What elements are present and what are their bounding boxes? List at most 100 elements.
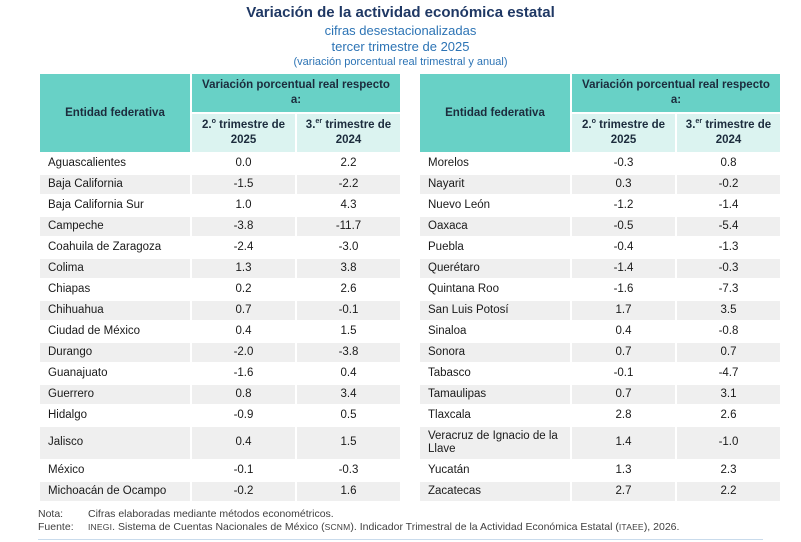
entity-cell: Tabasco [428,366,471,379]
entity-cell: Oaxaca [420,216,570,236]
nota-text: Cifras elaboradas mediante métodos econo… [88,507,334,520]
entity-cell: Coahuila de Zaragoza [48,240,162,253]
table-row: Guanajuato -1.6 0.4 [40,364,400,383]
table-row: México -0.1 -0.3 [40,461,400,480]
entity-cell: Nuevo León [428,198,491,211]
value-cell: -1.4 [718,198,739,211]
value-cell: -0.5 [572,216,675,236]
value-cell: -5.4 [677,216,780,236]
entity-cell: Yucatán [428,463,470,476]
entity-cell: Quintana Roo [428,282,499,295]
value-cell: -0.1 [233,463,254,476]
report-header: Variación de la actividad económica esta… [0,4,801,69]
entity-cell: Chiapas [48,282,91,295]
value-cell: 2.6 [340,282,357,295]
table-row: San Luis Potosí 1.7 3.5 [420,300,780,320]
q2-2025-column-header: 2.o trimestre de 2025 [572,113,675,152]
value-cell: -0.9 [233,408,254,421]
table-row: Zacatecas 2.7 2.2 [420,481,780,501]
value-cell: -2.0 [192,342,295,362]
value-cell: 0.0 [235,156,252,169]
table-row: Baja California Sur 1.0 4.3 [40,196,400,215]
value-cell: -1.3 [718,240,739,253]
entity-cell: Jalisco [40,426,190,459]
variation-group-header: Variación porcentual real respecto a: [192,73,400,112]
value-cell: 1.3 [192,258,295,278]
subtitle-period: tercer trimestre de 2025 [331,39,470,55]
entity-cell: Hidalgo [48,408,87,421]
table-row: Tlaxcala 2.8 2.6 [420,406,780,425]
entity-cell: Guanajuato [48,366,108,379]
entity-cell: Tamaulipas [420,384,570,404]
entity-cell: Baja California Sur [48,198,144,211]
table-row: Morelos -0.3 0.8 [420,154,780,173]
value-cell: -4.7 [718,366,739,379]
value-cell: -0.1 [297,300,400,320]
value-cell: 0.7 [572,384,675,404]
report-footer: Nota: Cifras elaboradas mediante métodos… [0,508,801,535]
value-cell: 3.4 [297,384,400,404]
entity-cell: Michoacán de Ocampo [40,481,190,501]
value-cell: 0.4 [235,324,252,337]
entity-column-header: Entidad federativa [420,73,570,152]
nota-row: Nota: Cifras elaboradas mediante métodos… [38,508,771,521]
value-cell: -0.4 [613,240,634,253]
fuente-label: Fuente: [38,521,74,534]
table-row: Coahuila de Zaragoza -2.4 -3.0 [40,238,400,257]
table-row: Hidalgo -0.9 0.5 [40,406,400,425]
entity-column-header: Entidad federativa [40,73,190,152]
subtitle-measure: (variación porcentual real trimestral y … [293,56,508,69]
q2-2025-column-header: 2.o trimestre de 2025 [192,113,295,152]
fuente-text: INEGI. Sistema de Cuentas Nacionales de … [88,521,680,534]
table-row: Nayarit 0.3 -0.2 [420,174,780,194]
value-cell: 0.4 [615,324,632,337]
value-cell: -0.1 [613,366,634,379]
value-cell: 2.2 [677,481,780,501]
fuente-row: Fuente: INEGI. Sistema de Cuentas Nacion… [38,521,771,534]
value-cell: 0.8 [192,384,295,404]
page-title: Variación de la actividad económica esta… [246,4,555,21]
entity-cell: Baja California [40,174,190,194]
value-cell: -3.0 [338,240,359,253]
value-cell: 1.5 [340,324,357,337]
table-row: Sonora 0.7 0.7 [420,342,780,362]
value-cell: -7.3 [718,282,739,295]
value-cell: -1.5 [192,174,295,194]
value-cell: -1.0 [677,426,780,459]
value-cell: 2.3 [720,463,737,476]
table-row: Puebla -0.4 -1.3 [420,238,780,257]
value-cell: 0.3 [572,174,675,194]
value-cell: 0.8 [720,156,737,169]
entity-cell: Ciudad de México [48,324,141,337]
table-row: Durango -2.0 -3.8 [40,342,400,362]
value-cell: 1.5 [297,426,400,459]
table-row: Sinaloa 0.4 -0.8 [420,322,780,341]
bottom-divider [38,538,763,540]
table-row: Oaxaca -0.5 -5.4 [420,216,780,236]
nota-label: Nota: [38,507,64,520]
entity-cell: San Luis Potosí [420,300,570,320]
value-cell: -0.3 [338,463,359,476]
value-cell: 2.7 [572,481,675,501]
value-cell: 0.7 [572,342,675,362]
entity-cell: Tlaxcala [428,408,471,421]
value-cell: 1.0 [235,198,252,211]
table-row: Michoacán de Ocampo -0.2 1.6 [40,481,400,501]
value-cell: 0.2 [235,282,252,295]
value-cell: 2.8 [615,408,632,421]
value-cell: 3.8 [297,258,400,278]
value-cell: 1.3 [615,463,632,476]
q3-2024-column-header: 3.er trimestre de 2024 [297,113,400,152]
value-cell: 1.7 [572,300,675,320]
left-table: Entidad federativa Variación porcentual … [38,72,402,503]
variation-group-header: Variación porcentual real respecto a: [572,73,780,112]
table-row: Aguascalientes 0.0 2.2 [40,154,400,173]
table-row: Nuevo León -1.2 -1.4 [420,196,780,215]
table-row: Chiapas 0.2 2.6 [40,280,400,299]
table-row: Yucatán 1.3 2.3 [420,461,780,480]
value-cell: -0.2 [192,481,295,501]
entity-cell: México [48,463,85,476]
q3-2024-column-header: 3.er trimestre de 2024 [677,113,780,152]
value-cell: 1.6 [297,481,400,501]
